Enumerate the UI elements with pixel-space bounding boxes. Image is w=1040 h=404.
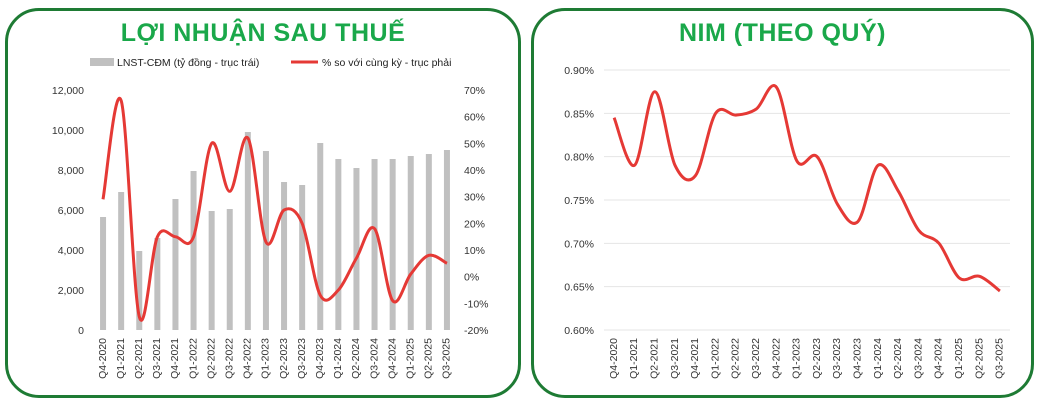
left-axis-tick: 0 xyxy=(78,325,84,337)
legend-bar-label: LNST-CĐM (tỷ đồng - trục trái) xyxy=(117,57,259,69)
nim-x-axis-label: Q4-2021 xyxy=(689,338,701,379)
x-axis-label: Q2-2022 xyxy=(205,338,217,379)
profit-bar xyxy=(407,156,414,330)
right-axis-tick: -10% xyxy=(464,298,489,310)
x-axis-label: Q2-2025 xyxy=(423,338,435,379)
profit-bar xyxy=(244,132,251,330)
right-axis-tick: 30% xyxy=(464,192,485,204)
nim-x-axis-label: Q1-2021 xyxy=(628,338,640,379)
profit-bar xyxy=(389,159,396,330)
nim-x-axis-label: Q3-2025 xyxy=(994,338,1006,379)
profit-bar xyxy=(100,217,107,330)
nim-x-axis-label: Q2-2024 xyxy=(892,338,904,379)
nim-axis-tick: 0.85% xyxy=(564,108,594,120)
nim-x-axis-label: Q3-2023 xyxy=(831,338,843,379)
x-axis-label: Q3-2022 xyxy=(224,338,236,379)
x-axis-label: Q4-2023 xyxy=(314,338,326,379)
profit-bar xyxy=(353,168,360,330)
right-axis-tick: 70% xyxy=(464,85,485,97)
right-axis-tick: 50% xyxy=(464,138,485,150)
nim-x-axis-label: Q3-2024 xyxy=(912,338,924,379)
x-axis-label: Q3-2023 xyxy=(296,338,308,379)
x-axis-label: Q1-2021 xyxy=(115,338,127,379)
profit-bar xyxy=(317,143,324,330)
profit-bar xyxy=(443,150,450,330)
x-axis-label: Q3-2021 xyxy=(151,338,163,379)
profit-bar xyxy=(281,182,288,330)
legend-bar-swatch xyxy=(90,58,114,66)
nim-axis-tick: 0.80% xyxy=(564,152,594,164)
profit-bar xyxy=(118,192,125,330)
x-axis-label: Q3-2025 xyxy=(441,338,453,379)
profit-bar xyxy=(136,251,143,330)
x-axis-label: Q4-2021 xyxy=(169,338,181,379)
right-axis-tick: 10% xyxy=(464,245,485,257)
nim-chart-title: NIM (THEO QUÝ) xyxy=(679,19,886,47)
right-axis-tick: 0% xyxy=(464,272,479,284)
nim-x-axis-label: Q1-2025 xyxy=(953,338,965,379)
x-axis-label: Q1-2025 xyxy=(405,338,417,379)
x-axis-label: Q3-2024 xyxy=(368,338,380,379)
nim-axis-tick: 0.60% xyxy=(564,325,594,337)
left-axis-tick: 8,000 xyxy=(58,165,84,177)
left-axis-tick: 10,000 xyxy=(52,125,84,137)
x-axis-label: Q2-2021 xyxy=(133,338,145,379)
left-axis-tick: 12,000 xyxy=(52,85,84,97)
x-axis-label: Q1-2023 xyxy=(260,338,272,379)
nim-x-axis-label: Q3-2022 xyxy=(750,338,762,379)
nim-x-axis-label: Q1-2024 xyxy=(872,338,884,379)
profit-bar xyxy=(190,171,197,330)
nim-axis-tick: 0.65% xyxy=(564,282,594,294)
profit-bar xyxy=(226,209,233,330)
x-axis-label: Q4-2022 xyxy=(242,338,254,379)
x-axis-label: Q1-2024 xyxy=(332,338,344,379)
nim-x-axis-label: Q2-2022 xyxy=(730,338,742,379)
nim-x-axis-label: Q3-2021 xyxy=(669,338,681,379)
nim-line xyxy=(612,84,1001,293)
left-axis-tick: 2,000 xyxy=(58,285,84,297)
profit-chart-title: LỢI NHUẬN SAU THUẾ xyxy=(120,19,406,47)
profit-bar xyxy=(299,185,306,330)
x-axis-label: Q2-2024 xyxy=(350,338,362,379)
profit-bar xyxy=(425,154,432,330)
nim-x-axis-label: Q4-2023 xyxy=(852,338,864,379)
nim-x-axis-label: Q2-2021 xyxy=(649,338,661,379)
profit-bar xyxy=(154,238,161,330)
x-axis-label: Q1-2022 xyxy=(187,338,199,379)
profit-bar xyxy=(208,211,215,330)
profit-bar xyxy=(335,159,342,330)
right-axis-tick: 20% xyxy=(464,218,485,230)
nim-axis-tick: 0.75% xyxy=(564,195,594,207)
nim-x-axis-label: Q4-2022 xyxy=(770,338,782,379)
yoy-growth-line xyxy=(101,96,448,322)
nim-panel: NIM (THEO QUÝ) xyxy=(531,8,1034,398)
x-axis-label: Q4-2020 xyxy=(97,338,109,379)
profit-bar xyxy=(172,199,179,330)
legend-line-label: % so với cùng kỳ - trục phải xyxy=(322,57,451,69)
nim-x-axis-label: Q1-2022 xyxy=(709,338,721,379)
left-axis-tick: 6,000 xyxy=(58,205,84,217)
right-axis-tick: -20% xyxy=(464,325,489,337)
nim-axis-tick: 0.90% xyxy=(564,65,594,77)
nim-axis-tick: 0.70% xyxy=(564,238,594,250)
nim-x-axis-label: Q2-2023 xyxy=(811,338,823,379)
nim-x-axis-label: Q2-2025 xyxy=(973,338,985,379)
nim-x-axis-label: Q4-2024 xyxy=(933,338,945,379)
x-axis-label: Q2-2023 xyxy=(278,338,290,379)
nim-x-axis-label: Q1-2023 xyxy=(791,338,803,379)
left-axis-tick: 4,000 xyxy=(58,245,84,257)
x-axis-label: Q4-2024 xyxy=(386,338,398,379)
right-axis-tick: 60% xyxy=(464,112,485,124)
profit-bar xyxy=(371,159,378,330)
nim-x-axis-label: Q4-2020 xyxy=(608,338,620,379)
right-axis-tick: 40% xyxy=(464,165,485,177)
